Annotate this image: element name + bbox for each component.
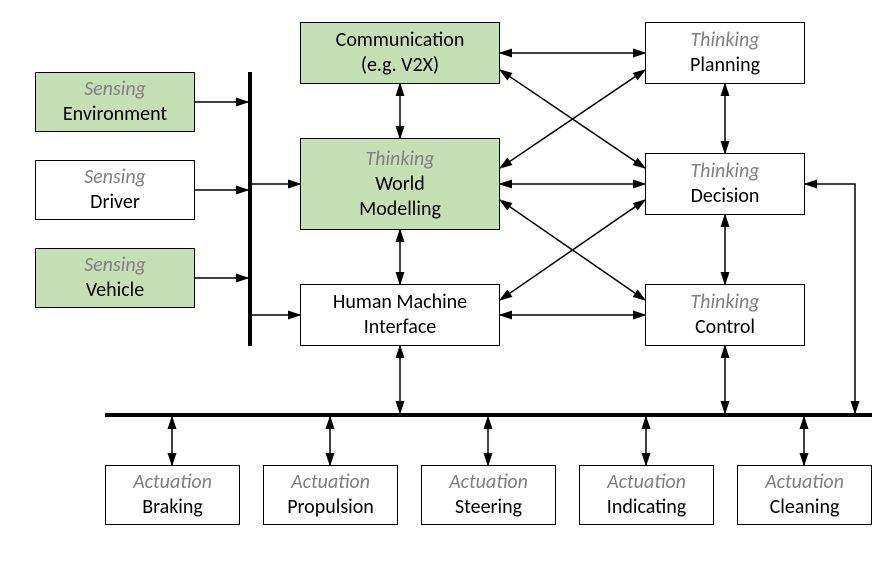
node-act_braking: ActuationBraking xyxy=(105,465,240,525)
node-act_indic: ActuationIndicating xyxy=(579,465,714,525)
node-sens_vehicle: SensingVehicle xyxy=(35,248,195,308)
node-planning: ThinkingPlanning xyxy=(645,22,805,84)
node-label: Control xyxy=(695,315,755,340)
node-category: Sensing xyxy=(84,165,146,190)
node-category: Actuation xyxy=(291,470,370,495)
node-label: Decision xyxy=(691,184,760,209)
node-label: Steering xyxy=(455,495,522,520)
node-act_clean: ActuationCleaning xyxy=(737,465,872,525)
node-label: World xyxy=(375,172,425,197)
node-label: Modelling xyxy=(359,197,441,222)
node-label: Propulsion xyxy=(287,495,374,520)
node-category: Sensing xyxy=(84,77,146,102)
node-label: Interface xyxy=(364,315,436,340)
node-label: (e.g. V2X) xyxy=(361,53,439,78)
node-category: Thinking xyxy=(690,28,759,53)
node-label: Braking xyxy=(142,495,203,520)
node-category: Actuation xyxy=(765,470,844,495)
node-world: ThinkingWorldModelling xyxy=(300,138,500,230)
node-label: Driver xyxy=(90,190,140,215)
node-sens_driver: SensingDriver xyxy=(35,160,195,220)
node-label: Indicating xyxy=(607,495,686,520)
node-category: Sensing xyxy=(84,253,146,278)
node-category: Thinking xyxy=(365,147,434,172)
node-category: Actuation xyxy=(133,470,212,495)
node-hmi: Human MachineInterface xyxy=(300,284,500,346)
node-label: Human Machine xyxy=(333,290,467,315)
node-label: Environment xyxy=(63,102,167,127)
node-control: ThinkingControl xyxy=(645,284,805,346)
node-decision: ThinkingDecision xyxy=(645,153,805,215)
node-act_prop: ActuationPropulsion xyxy=(263,465,398,525)
node-comm: Communication(e.g. V2X) xyxy=(300,22,500,84)
node-act_steer: ActuationSteering xyxy=(421,465,556,525)
node-label: Cleaning xyxy=(770,495,840,520)
node-sens_env: SensingEnvironment xyxy=(35,72,195,132)
node-label: Communication xyxy=(336,28,465,53)
node-category: Actuation xyxy=(449,470,528,495)
node-category: Thinking xyxy=(690,290,759,315)
node-label: Planning xyxy=(690,53,760,78)
diagram-canvas: SensingEnvironmentSensingDriverSensingVe… xyxy=(0,0,884,571)
node-label: Vehicle xyxy=(86,278,144,303)
node-category: Actuation xyxy=(607,470,686,495)
node-category: Thinking xyxy=(690,159,759,184)
